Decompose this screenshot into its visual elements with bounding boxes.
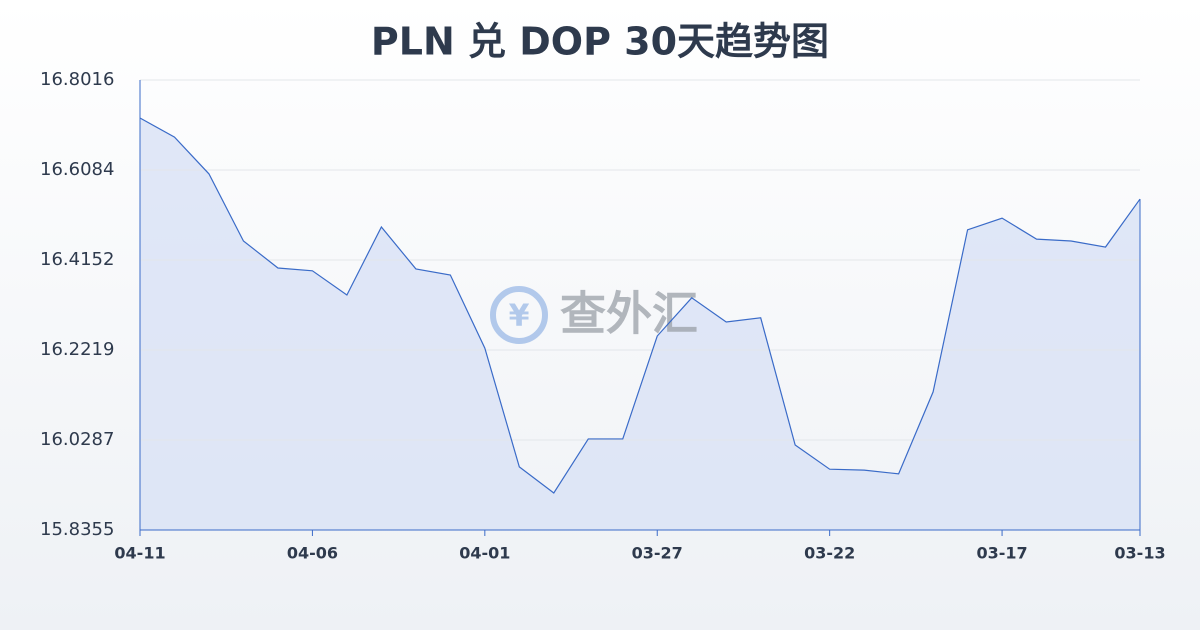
x-tick-label: 04-01 [459, 544, 510, 563]
chart-title: PLN 兑 DOP 30天趋势图 [371, 20, 829, 64]
line [139, 117, 1141, 494]
x-tick-label: 04-06 [287, 544, 338, 563]
x-tick-label: 03-27 [632, 544, 683, 563]
x-tick-label: 03-22 [804, 544, 855, 563]
y-tick-label: 16.6084 [40, 159, 114, 180]
watermark-icon: ¥ [490, 286, 548, 344]
y-tick-label: 16.2219 [40, 339, 114, 360]
y-tick-label: 15.8355 [40, 519, 114, 540]
x-tick-label: 04-11 [114, 544, 165, 563]
x-tick-label: 03-17 [976, 544, 1027, 563]
y-tick-label: 16.4152 [40, 249, 114, 270]
area [140, 118, 1140, 531]
y-tick-label: 16.8016 [40, 69, 114, 90]
y-tick-label: 16.0287 [40, 429, 114, 450]
svg-text:¥: ¥ [509, 299, 530, 334]
x-tick-label: 03-13 [1114, 544, 1165, 563]
watermark: 查外汇 [560, 287, 698, 341]
